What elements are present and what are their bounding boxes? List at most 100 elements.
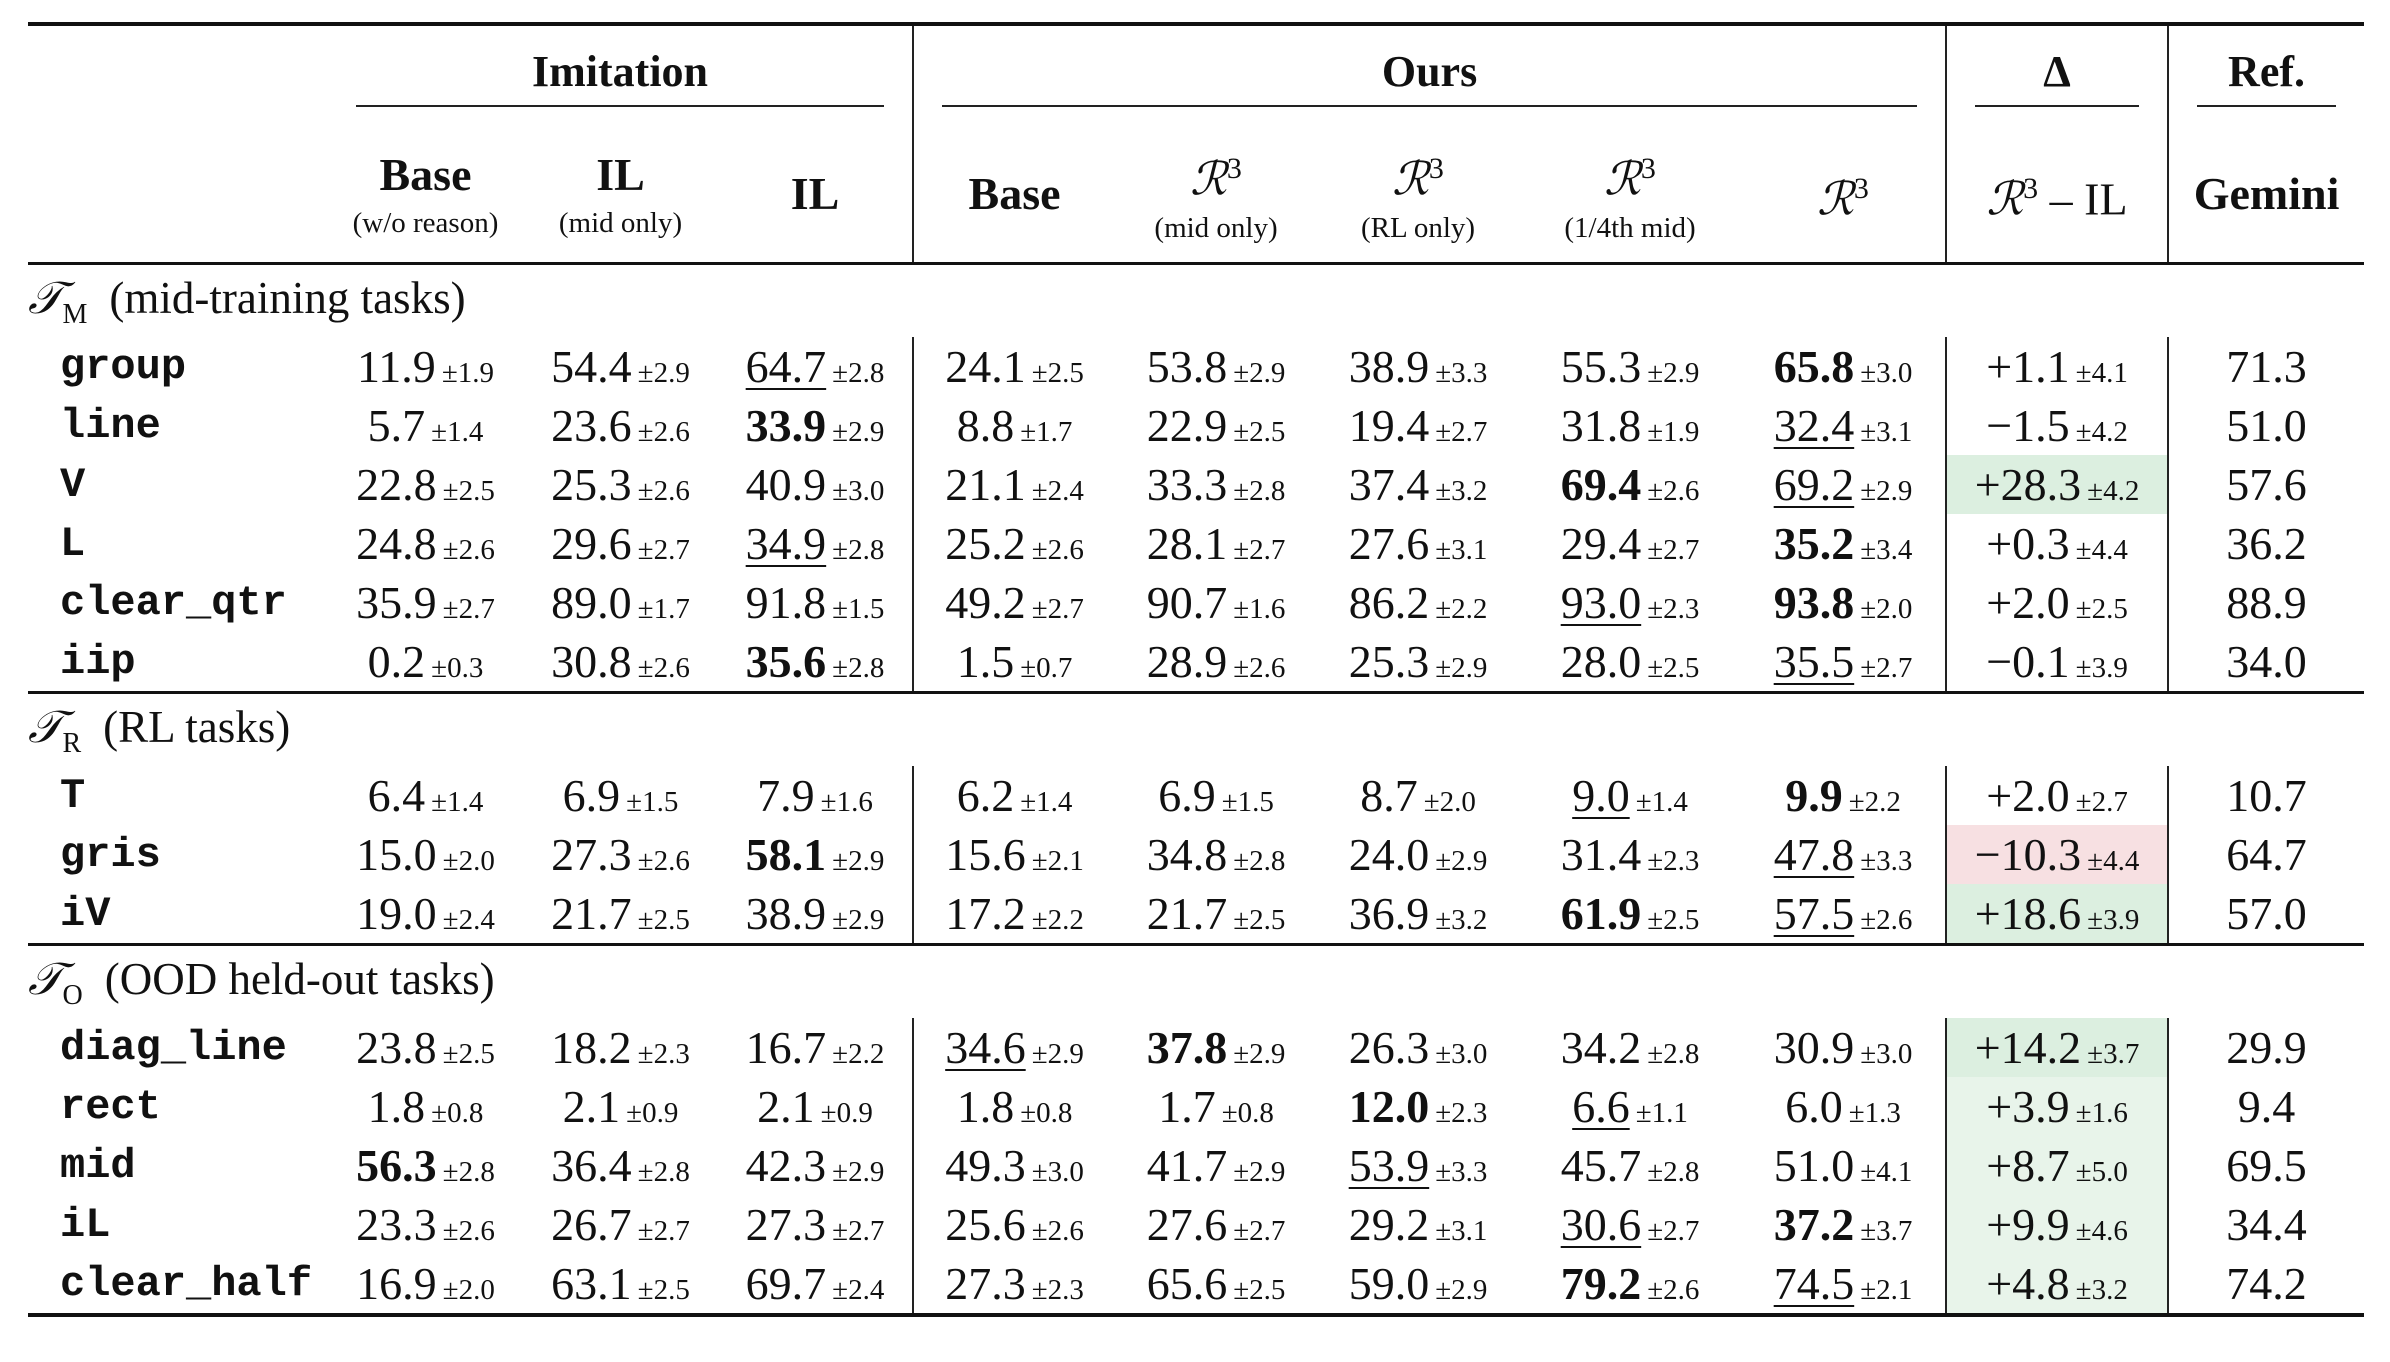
score-value: 28.9 [1146, 636, 1228, 687]
score-std: ±3.7 [1860, 1215, 1913, 1247]
score-std: ±2.7 [442, 593, 495, 625]
score-std: ±4.1 [1860, 1156, 1913, 1188]
empty-cell [28, 126, 328, 265]
score-value: 34.2 [1560, 1022, 1642, 1073]
score-value: 49.3 [945, 1140, 1026, 1191]
delta-cell: +18.6 ±3.9 [1945, 884, 2169, 946]
score-cell: 69.2 ±2.9 [1741, 455, 1946, 514]
data-row: line 5.7 ±1.4 23.6 ±2.6 33.9 ±2.9 8.8 ±1.7 22.9 ±2… [28, 396, 2365, 455]
score-cell: 6.2 ±1.4 [912, 766, 1116, 825]
score-value: 93.8 [1773, 577, 1855, 628]
score-std: ±2.6 [442, 534, 495, 566]
score-std: ±2.5 [637, 1274, 690, 1306]
score-std: ±3.4 [1860, 534, 1913, 566]
score-value: 19.4 [1348, 400, 1430, 451]
score-std: ±2.9 [1647, 357, 1700, 389]
score-value: 65.6 [1146, 1258, 1228, 1309]
delta-cell: +8.7 ±5.0 [1945, 1136, 2169, 1195]
data-row: iL 23.3 ±2.6 26.7 ±2.7 27.3 ±2.7 25.6 ±2.6 27.6 ±2… [28, 1195, 2365, 1254]
score-cell: 42.3 ±2.9 [718, 1136, 913, 1195]
score-value: 24.0 [1348, 829, 1430, 880]
score-std: ±2.4 [442, 904, 495, 936]
score-std: ±2.7 [832, 1215, 885, 1247]
score-cell: 34.6 ±2.9 [912, 1018, 1116, 1077]
score-std: ±3.2 [1435, 904, 1488, 936]
score-std: ±2.9 [1435, 1274, 1488, 1306]
score-value: 69.7 [745, 1258, 827, 1309]
score-std: ±3.3 [1435, 1156, 1488, 1188]
score-cell: 2.1 ±0.9 [523, 1077, 718, 1136]
score-cell: 24.8 ±2.6 [328, 514, 523, 573]
score-std: ±2.7 [1647, 534, 1700, 566]
column-label: ℛ3 [1741, 163, 1945, 225]
column-name: ℛ [1986, 173, 2024, 225]
score-std: ±2.6 [1647, 475, 1700, 507]
score-std: ±2.6 [637, 845, 690, 877]
score-std: ±0.3 [431, 652, 484, 684]
delta-std: ±5.0 [2075, 1156, 2128, 1188]
score-cell: 6.9 ±1.5 [523, 766, 718, 825]
delta-std: ±4.4 [2075, 534, 2128, 566]
score-cell: 28.1 ±2.7 [1115, 514, 1317, 573]
score-value: 63.1 [551, 1258, 632, 1309]
score-cell: 8.7 ±2.0 [1317, 766, 1519, 825]
score-std: ±3.1 [1435, 534, 1488, 566]
score-value: 29.2 [1348, 1199, 1430, 1250]
score-cell: 37.8 ±2.9 [1115, 1018, 1317, 1077]
score-std: ±2.0 [442, 1274, 495, 1306]
score-cell: 59.0 ±2.9 [1317, 1254, 1520, 1317]
score-std: ±2.6 [1233, 652, 1286, 684]
reference-cell: 9.4 [2167, 1077, 2365, 1136]
delta-value: +3.9 [1986, 1081, 2070, 1132]
score-std: ±2.1 [1031, 845, 1084, 877]
score-value: 21.7 [551, 888, 632, 939]
score-std: ±2.9 [832, 416, 885, 448]
score-value: 27.6 [1146, 1199, 1228, 1250]
score-cell: 35.9 ±2.7 [328, 573, 523, 632]
delta-cell: +1.1 ±4.1 [1945, 337, 2169, 396]
group-label: Ours [942, 46, 1918, 107]
column-name: ℛ [1190, 153, 1227, 205]
group-label: Δ [1975, 46, 2140, 107]
section-title: 𝒯O (OOD held-out tasks) [28, 945, 2364, 1019]
score-value: 11.9 [357, 341, 436, 392]
score-cell: 26.7 ±2.7 [523, 1195, 718, 1254]
score-std: ±2.9 [832, 904, 885, 936]
group-row: Imitation Ours Δ Ref. [28, 22, 2365, 126]
score-value: 53.8 [1146, 341, 1228, 392]
score-value: 8.7 [1360, 770, 1418, 821]
column-name: IL [596, 148, 645, 200]
score-cell: 69.7 ±2.4 [718, 1254, 914, 1317]
delta-value: +0.3 [1986, 518, 2070, 569]
score-std: ±2.6 [1031, 534, 1084, 566]
score-cell: 35.2 ±3.4 [1741, 514, 1946, 573]
column-name: ℛ [1604, 153, 1641, 205]
group-label: Ref. [2197, 46, 2337, 107]
score-cell: 89.0 ±1.7 [523, 573, 718, 632]
task-name: rect [60, 1082, 161, 1131]
score-cell: 16.9 ±2.0 [328, 1254, 523, 1317]
score-cell: 2.1 ±0.9 [718, 1077, 913, 1136]
score-value: 23.6 [551, 400, 632, 451]
score-cell: 28.9 ±2.6 [1115, 632, 1318, 694]
score-std: ±1.5 [832, 593, 885, 625]
column-suffix: – IL [2038, 173, 2128, 225]
delta-std: ±2.7 [2075, 786, 2128, 818]
score-cell: 15.0 ±2.0 [328, 825, 523, 884]
score-cell: 49.2 ±2.7 [912, 573, 1116, 632]
table-body: Imitation Ours Δ Ref. Base (w/o reason) IL (mid… [28, 22, 2365, 1317]
score-std: ±1.4 [431, 416, 484, 448]
section-row: 𝒯O (OOD held-out tasks) [28, 945, 2364, 1019]
data-row: gris 15.0 ±2.0 27.3 ±2.6 58.1 ±2.9 15.6 ±2.1 34.8… [28, 825, 2365, 884]
score-std: ±2.7 [1233, 534, 1286, 566]
task-name: L [60, 519, 86, 568]
score-cell: 47.8 ±3.3 [1741, 825, 1946, 884]
reference-cell: 69.5 [2167, 1136, 2365, 1195]
column-header: ℛ3 (1/4th mid) [1519, 126, 1742, 265]
section-subscript: O [62, 979, 83, 1011]
score-cell: 32.4 ±3.1 [1741, 396, 1946, 455]
score-std: ±1.4 [1020, 786, 1073, 818]
score-value: 25.3 [551, 459, 632, 510]
score-std: ±2.8 [1233, 475, 1286, 507]
score-std: ±2.9 [1233, 357, 1286, 389]
